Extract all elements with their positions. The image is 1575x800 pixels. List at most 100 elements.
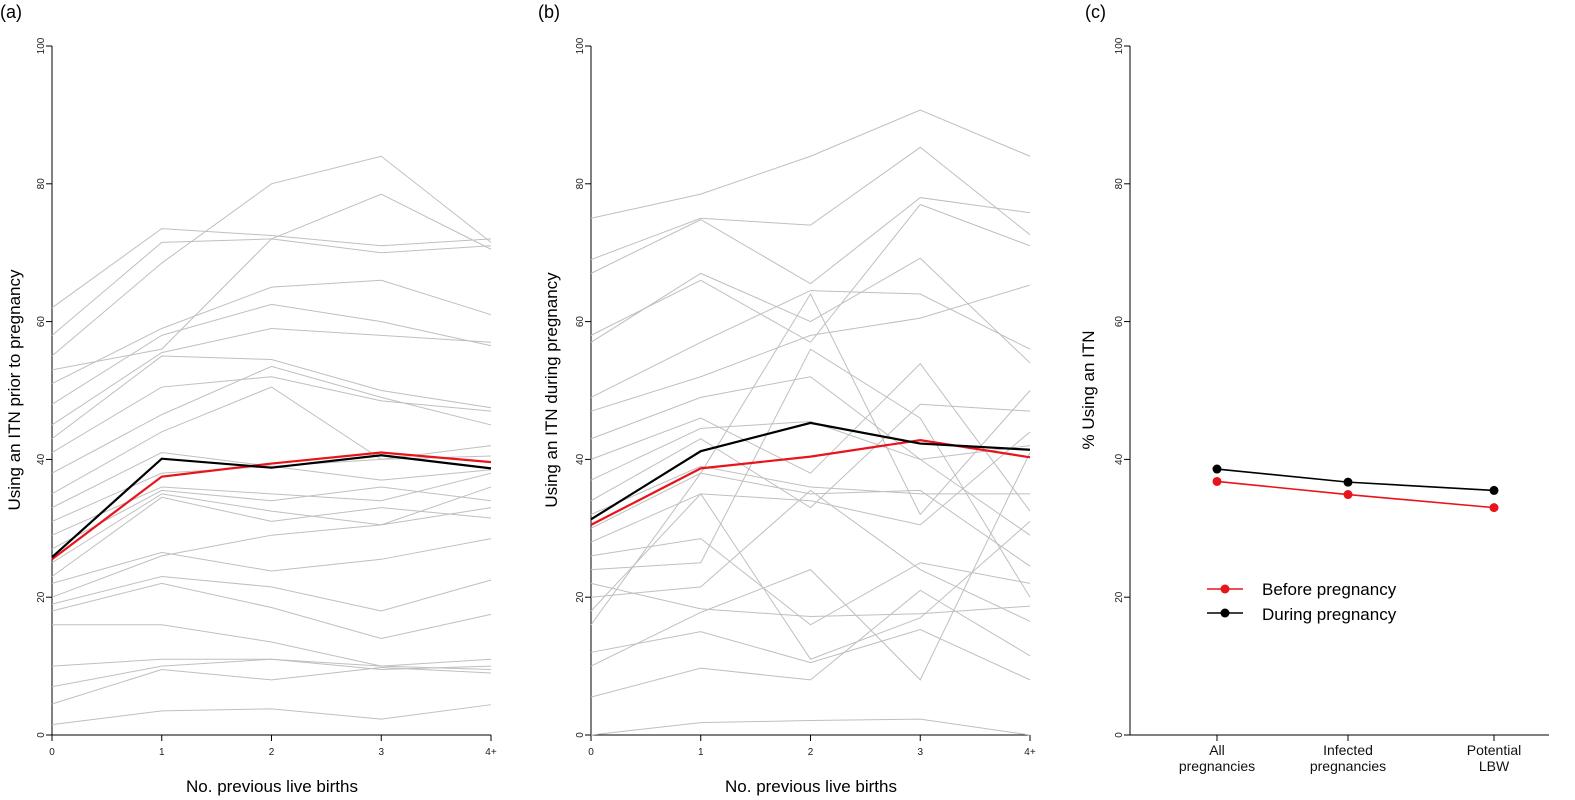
- background-line: [590, 197, 1031, 285]
- y-tick-label: 100: [575, 37, 586, 54]
- y-tick-label: 0: [36, 732, 47, 738]
- background-line: [590, 431, 1031, 543]
- background-line: [590, 293, 1031, 626]
- panel-b-y-axis-title: Using an ITN during pregnancy: [542, 272, 561, 508]
- series-line: [590, 421, 1031, 521]
- y-tick-label: 0: [1114, 732, 1125, 738]
- x-tick-label: 3: [378, 747, 384, 758]
- x-tick-label: 3: [917, 747, 923, 758]
- x-tick-label: 1: [698, 747, 704, 758]
- background-line: [51, 486, 492, 564]
- panel-a: (a) 0 20 40 60 80 100 0 1 2 3 4+ No. previous live…: [0, 2, 497, 796]
- background-line: [51, 658, 492, 688]
- background-line: [51, 704, 492, 726]
- background-line: [51, 666, 492, 705]
- y-tick-label: 100: [36, 37, 47, 54]
- background-line: [590, 718, 1031, 736]
- x-tick-label: 1: [159, 747, 165, 758]
- background-line: [51, 472, 492, 536]
- background-line: [51, 365, 492, 474]
- x-tick-label: 4+: [1024, 747, 1036, 758]
- background-line: [51, 279, 492, 385]
- series-point: [1343, 490, 1353, 500]
- panel-b-main-lines: [590, 421, 1031, 526]
- panel-b: (b) 0 20 40 60 80 100 0 1 2 3 4+ No. previous live…: [538, 2, 1036, 796]
- series-line: [51, 454, 492, 559]
- background-line: [51, 465, 492, 522]
- panel-c-y-axis-title: % Using an ITN: [1079, 330, 1098, 449]
- panel-c-label: (c): [1085, 2, 1106, 22]
- y-tick-label: 60: [575, 316, 586, 328]
- y-tick-label: 100: [1114, 37, 1125, 54]
- panel-a-background-lines: [51, 155, 492, 726]
- x-category-label: Infected: [1323, 742, 1373, 758]
- legend-marker-before: [1220, 584, 1230, 594]
- background-line: [51, 582, 492, 640]
- x-tick-label: 0: [588, 747, 594, 758]
- background-line: [590, 452, 1031, 681]
- legend-marker-during: [1220, 608, 1230, 618]
- panel-c-series: [1212, 464, 1499, 513]
- series-line: [51, 451, 492, 561]
- background-line: [590, 489, 1031, 622]
- x-category-label: pregnancies: [1310, 758, 1386, 774]
- y-tick-label: 60: [36, 316, 47, 328]
- series-point: [1343, 477, 1353, 487]
- background-line: [51, 303, 492, 405]
- background-line: [51, 658, 492, 671]
- background-line: [51, 228, 492, 309]
- background-line: [51, 507, 492, 598]
- x-tick-label: 4+: [485, 747, 497, 758]
- panel-a-y-axis-title: Using an ITN prior to pregnancy: [5, 269, 24, 510]
- series-line: [590, 438, 1031, 526]
- background-line: [590, 362, 1031, 512]
- y-tick-label: 20: [575, 591, 586, 603]
- series-point: [1489, 503, 1499, 513]
- series-point: [1489, 485, 1499, 495]
- background-line: [590, 589, 1031, 698]
- background-line: [590, 203, 1031, 343]
- y-tick-label: 0: [575, 732, 586, 738]
- background-line: [590, 348, 1031, 598]
- x-tick-label: 0: [49, 747, 55, 758]
- panel-a-x-axis-title: No. previous live births: [186, 777, 358, 796]
- panel-b-x-axis-title: No. previous live births: [725, 777, 897, 796]
- background-line: [590, 284, 1031, 412]
- series-line: [1216, 480, 1495, 509]
- panel-a-main-lines: [51, 451, 492, 561]
- legend-label-during: During pregnancy: [1262, 605, 1397, 624]
- background-line: [51, 576, 492, 612]
- y-tick-label: 20: [36, 591, 47, 603]
- background-line: [590, 472, 1031, 567]
- y-tick-label: 20: [1114, 591, 1125, 603]
- y-tick-label: 80: [1114, 178, 1125, 190]
- background-line: [51, 327, 492, 426]
- background-line: [51, 386, 492, 495]
- legend-label-before: Before pregnancy: [1262, 580, 1397, 599]
- y-tick-label: 80: [575, 178, 586, 190]
- background-line: [590, 493, 1031, 660]
- background-line: [51, 496, 492, 577]
- background-line: [51, 486, 492, 550]
- background-line: [590, 146, 1031, 261]
- background-line: [590, 629, 1031, 681]
- background-line: [590, 582, 1031, 617]
- y-tick-label: 80: [36, 178, 47, 190]
- x-category-label: All: [1209, 742, 1225, 758]
- y-tick-label: 40: [575, 453, 586, 465]
- panel-b-background-lines: [590, 109, 1031, 736]
- legend: Before pregnancy During pregnancy: [1207, 580, 1397, 624]
- series-point: [1212, 464, 1222, 474]
- background-line: [51, 538, 492, 584]
- background-line: [590, 257, 1031, 364]
- series-point: [1212, 476, 1222, 486]
- background-line: [52, 624, 492, 667]
- background-line: [590, 109, 1031, 219]
- background-line: [51, 355, 492, 440]
- x-category-label: LBW: [1479, 758, 1510, 774]
- x-category-label: Potential: [1467, 742, 1521, 758]
- background-line: [590, 538, 1031, 626]
- panel-a-axes: 0 20 40 60 80 100 0 1 2 3 4+: [36, 37, 497, 758]
- panel-a-label: (a): [0, 2, 22, 22]
